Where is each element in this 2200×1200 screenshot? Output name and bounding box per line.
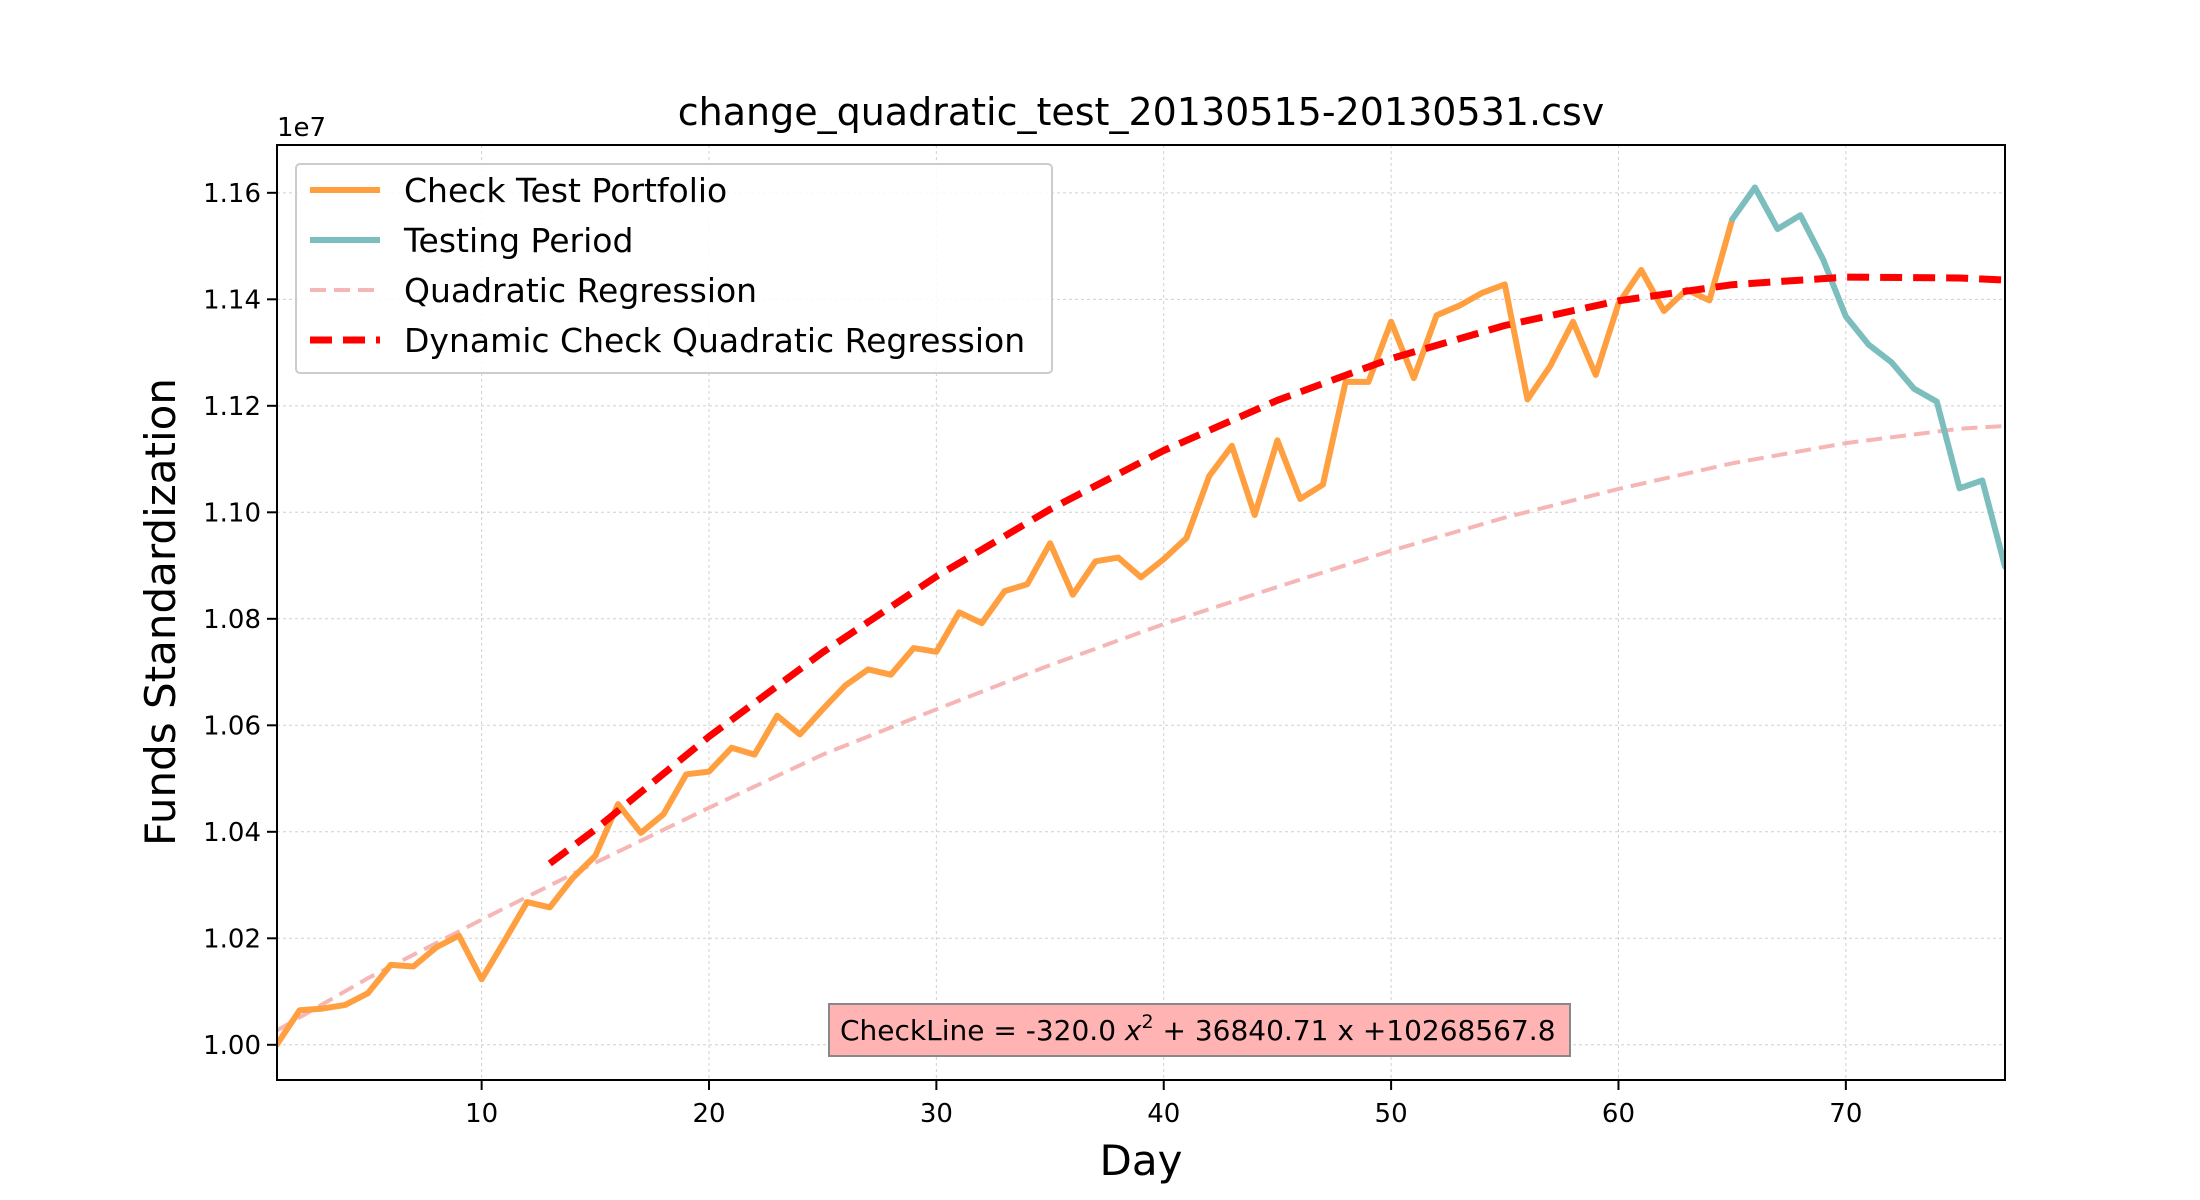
- legend-label-check-test-portfolio: Check Test Portfolio: [404, 171, 727, 210]
- y-tick-label: 1.14: [203, 285, 261, 315]
- y-tick-label: 1.04: [203, 818, 261, 848]
- y-tick-label: 1.06: [203, 711, 261, 741]
- x-tick-label: 50: [1375, 1099, 1408, 1129]
- series-quadratic-regression: [277, 424, 2005, 1033]
- x-tick-label: 70: [1829, 1099, 1862, 1129]
- grid: [277, 145, 2005, 1080]
- x-axis-label: Day: [1100, 1136, 1183, 1185]
- x-tick-label: 20: [692, 1099, 725, 1129]
- y-tick-label: 1.16: [203, 179, 261, 209]
- equation-exponent: 2: [1142, 1011, 1154, 1033]
- equation-text: CheckLine = -320.0 x2 + 36840.71 x +1026…: [840, 1011, 1556, 1047]
- legend-frame: [295, 163, 1053, 374]
- equation-prefix: CheckLine = -320.0: [840, 1014, 1125, 1047]
- legend-label-testing-period: Testing Period: [403, 221, 633, 260]
- series-dynamic-check-quadratic-regression: [547, 273, 2005, 867]
- series-testing-period: [1729, 184, 2005, 570]
- equation-variable: x: [1124, 1014, 1142, 1047]
- x-tick-label: 10: [465, 1099, 498, 1129]
- equation-annotation: CheckLine = -320.0 x2 + 36840.71 x +1026…: [828, 1003, 1571, 1057]
- x-tick-label: 30: [920, 1099, 953, 1129]
- y-tick-label: 1.02: [203, 924, 261, 954]
- y-tick-label: 1.00: [203, 1031, 261, 1061]
- equation-box: [828, 1003, 1571, 1057]
- x-axis-ticks: 10 20 30 40 50 60 70: [465, 1080, 1862, 1129]
- legend: Check Test Portfolio Testing Period Quad…: [295, 163, 1053, 374]
- y-offset-label: 1e7: [277, 113, 326, 143]
- y-tick-label: 1.10: [203, 498, 261, 528]
- legend-label-dynamic-check: Dynamic Check Quadratic Regression: [404, 321, 1025, 360]
- plot-frame: [276, 144, 2006, 1081]
- chart-title: change_quadratic_test_20130515-20130531.…: [678, 90, 1605, 134]
- y-tick-label: 1.12: [203, 392, 261, 422]
- equation-suffix: + 36840.71 x +10268567.8: [1154, 1014, 1556, 1047]
- legend-label-quadratic-regression: Quadratic Regression: [404, 271, 757, 310]
- series-lines: [277, 184, 2005, 1048]
- y-axis-ticks: 1.00 1.02 1.04 1.06 1.08 1.10 1.12 1.14 1.16: [203, 179, 277, 1061]
- y-tick-label: 1.08: [203, 605, 261, 635]
- x-tick-label: 60: [1602, 1099, 1635, 1129]
- y-axis-label: Funds Standardization: [136, 378, 185, 846]
- x-tick-label: 40: [1147, 1099, 1180, 1129]
- series-check-test-portfolio: [277, 216, 1736, 1048]
